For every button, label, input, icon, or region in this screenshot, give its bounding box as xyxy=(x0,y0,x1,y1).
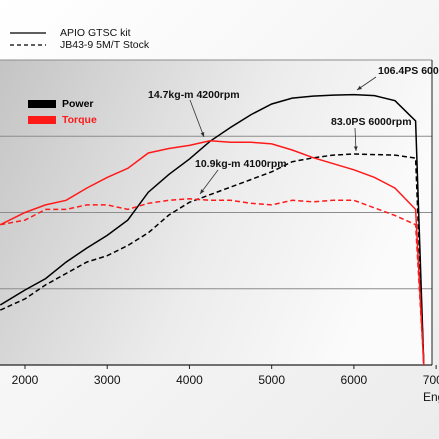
series-line xyxy=(0,140,425,366)
legend-label: JB43-9 5M/T Stock xyxy=(60,39,150,51)
x-tick-label: 2000 xyxy=(12,373,39,387)
legend-swatch xyxy=(28,116,56,124)
annotation: 83.0PS 6000rpm xyxy=(331,116,412,128)
annotation-arrow xyxy=(199,169,219,195)
annotation-arrowhead xyxy=(200,132,205,137)
x-tick-label: 6000 xyxy=(341,373,368,387)
x-tick-label: 7000 xyxy=(423,373,439,387)
annotation-arrowhead xyxy=(357,85,362,90)
annotation-arrow xyxy=(189,99,205,138)
series-line xyxy=(0,153,425,366)
annotation-arrowhead xyxy=(200,189,205,194)
legend-label: APIO GTSC kit xyxy=(60,27,131,39)
legend-swatch xyxy=(28,100,56,108)
x-tick-label: 3000 xyxy=(94,373,121,387)
x-tick-label: 5000 xyxy=(258,373,285,387)
legend-label: Torque xyxy=(62,114,97,126)
x-tick-label: 4000 xyxy=(176,373,203,387)
series-line xyxy=(0,93,425,366)
legend-label: Power xyxy=(62,98,94,110)
annotation-arrowhead xyxy=(353,146,358,151)
annotation: 14.7kg-m 4200rpm xyxy=(148,89,240,101)
annotation: 10.9kg-m 4100rpm xyxy=(195,158,287,170)
annotation: 106.4PS 6000 xyxy=(378,65,439,77)
series-line xyxy=(0,198,425,366)
x-axis-title: Eng xyxy=(423,390,439,404)
